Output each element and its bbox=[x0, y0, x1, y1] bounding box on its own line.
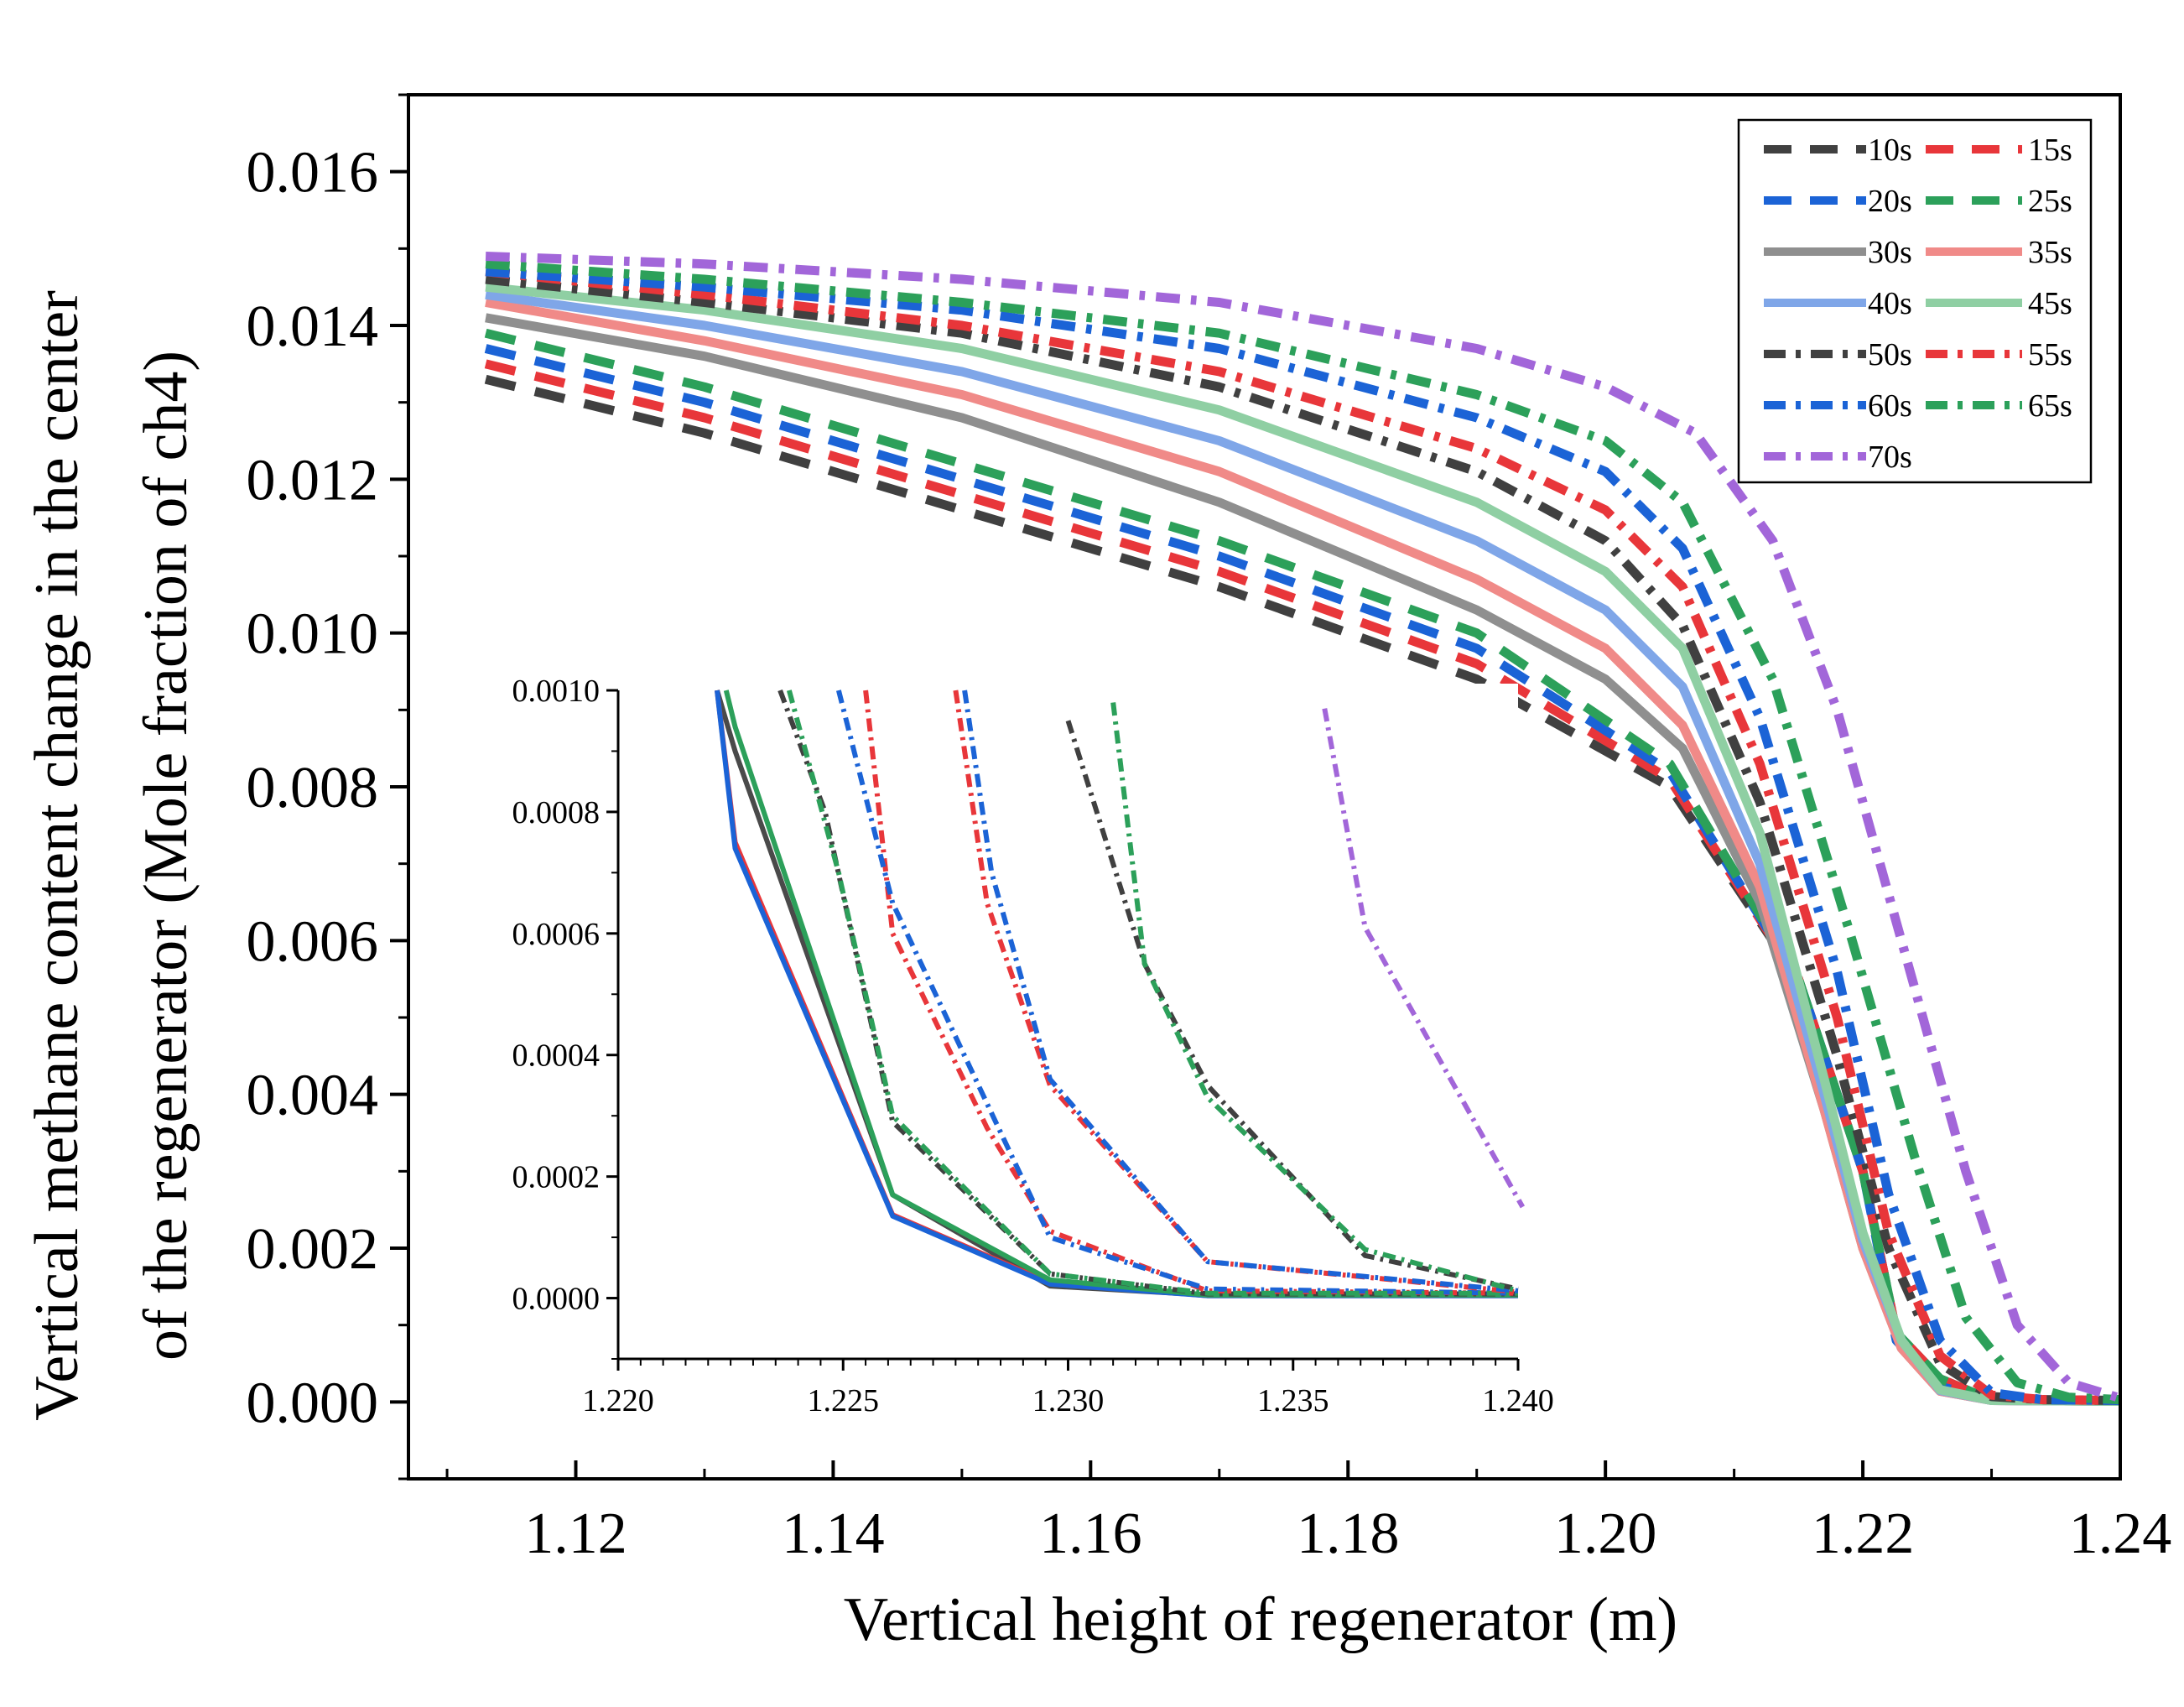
inset-series-group bbox=[715, 689, 1526, 1298]
x-tick-label: 1.22 bbox=[1812, 1501, 1915, 1566]
y-tick-label: 0.004 bbox=[247, 1064, 379, 1128]
series-line-70s bbox=[485, 252, 2122, 1403]
x-tick-label: 1.18 bbox=[1297, 1501, 1400, 1566]
x-tick-label: 1.24 bbox=[2069, 1501, 2172, 1566]
inset-y-tick-label: 0.0002 bbox=[512, 1160, 601, 1195]
inset-y-tick-label: 0.0006 bbox=[512, 917, 601, 952]
series-line-50s bbox=[485, 274, 2121, 1405]
legend-label-50s: 50s bbox=[1868, 337, 1912, 372]
main-axes: 1.12 1.14 1.16 1.18 1.20 1.22 1.24 0.000 0.002 0.… bbox=[247, 93, 2172, 1566]
legend-label-65s: 65s bbox=[2028, 388, 2072, 424]
inset-series-line-60s-b bbox=[962, 690, 1519, 1293]
inset-x-tick-label: 1.230 bbox=[1032, 1383, 1105, 1418]
x-axis-title: Vertical height of regenerator (m) bbox=[844, 1585, 1677, 1654]
inset-series-line-60s bbox=[835, 690, 1519, 1296]
legend-label-25s: 25s bbox=[2028, 184, 2072, 219]
legend-label-55s: 55s bbox=[2028, 337, 2072, 372]
legend-label-35s: 35s bbox=[2028, 235, 2072, 270]
inset-series-line-50s bbox=[777, 689, 1518, 1297]
inset-axes: 1.220 1.225 1.230 1.235 1.240 0.0000 0.0002 0.0… bbox=[512, 674, 1554, 1418]
x-tick-label: 1.12 bbox=[524, 1501, 627, 1566]
inset-y-tick-label: 0.0000 bbox=[512, 1282, 601, 1317]
series-line-65s bbox=[485, 259, 2121, 1405]
y-tick-label: 0.002 bbox=[247, 1217, 379, 1282]
legend-label-70s: 70s bbox=[1868, 440, 1912, 475]
x-tick-label: 1.16 bbox=[1039, 1501, 1142, 1566]
legend-label-40s: 40s bbox=[1868, 286, 1912, 321]
y-tick-label: 0.016 bbox=[247, 141, 379, 206]
series-line-45s bbox=[485, 282, 2121, 1406]
inset-series-line-65s-b bbox=[1110, 702, 1519, 1293]
inset-series-line-55s-b bbox=[953, 690, 1519, 1295]
series-line-55s bbox=[485, 267, 2121, 1405]
legend: 10s 15s 20s 25s 30s 35s 40s 45s 50s 55s 60s 65s 70s bbox=[1737, 118, 2093, 484]
legend-label-15s: 15s bbox=[2028, 133, 2072, 168]
y-tick-label: 0.014 bbox=[247, 294, 379, 359]
y-tick-label: 0.006 bbox=[247, 909, 379, 974]
legend-label-10s: 10s bbox=[1868, 133, 1912, 168]
y-axis-title-line2: of the regenerator (Mole fraction of ch4… bbox=[132, 351, 200, 1361]
y-tick-label: 0.000 bbox=[247, 1371, 379, 1435]
inset-y-tick-label: 0.0004 bbox=[512, 1038, 601, 1074]
inset-y-tick-label: 0.0010 bbox=[512, 674, 601, 709]
legend-label-60s: 60s bbox=[1868, 388, 1912, 424]
inset-x-tick-label: 1.220 bbox=[582, 1383, 654, 1418]
inset-x-tick-label: 1.240 bbox=[1482, 1383, 1554, 1418]
inset-series-line-50s-b bbox=[1065, 720, 1519, 1292]
legend-label-45s: 45s bbox=[2028, 286, 2072, 321]
y-tick-label: 0.008 bbox=[247, 756, 379, 820]
inset-y-tick-label: 0.0008 bbox=[512, 795, 601, 830]
inset-x-tick-label: 1.225 bbox=[808, 1383, 880, 1418]
y-axis-title-line1: Vertical methane content change in the c… bbox=[23, 290, 91, 1421]
x-tick-label: 1.20 bbox=[1554, 1501, 1657, 1566]
legend-label-20s: 20s bbox=[1868, 184, 1912, 219]
series-line-60s bbox=[485, 267, 2121, 1405]
legend-label-30s: 30s bbox=[1868, 235, 1912, 270]
x-tick-label: 1.14 bbox=[782, 1501, 885, 1566]
main-series-group bbox=[484, 252, 2122, 1406]
inset-x-tick-label: 1.235 bbox=[1257, 1383, 1329, 1418]
y-tick-label: 0.012 bbox=[247, 448, 379, 513]
y-tick-label: 0.010 bbox=[247, 602, 379, 667]
